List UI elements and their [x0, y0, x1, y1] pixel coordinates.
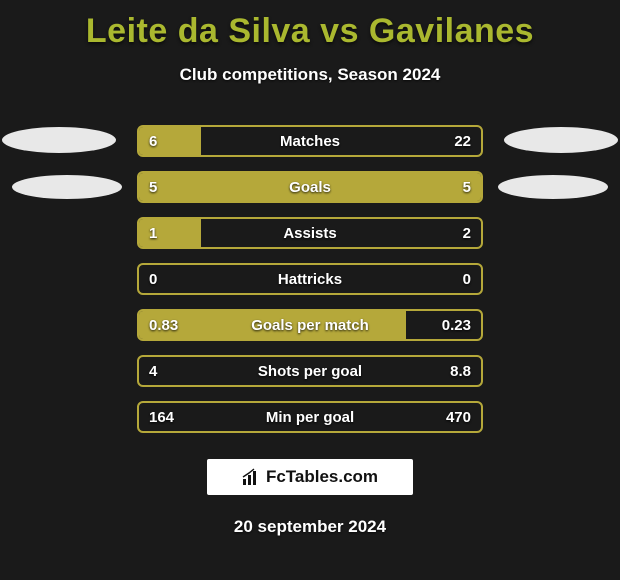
- player-right-base: [498, 175, 608, 199]
- stat-label: Hattricks: [139, 265, 481, 293]
- stat-value-right: 470: [436, 403, 481, 431]
- stat-value-right: 2: [453, 219, 481, 247]
- stat-value-right: 0.23: [432, 311, 481, 339]
- stat-value-left: 1: [139, 219, 167, 247]
- player-left-silhouette: [2, 127, 116, 153]
- comparison-stage: Matches6 22 Goals5 5 Assists1 2 Hattricks0 0 Goa…: [0, 125, 620, 433]
- stat-value-left: 0: [139, 265, 167, 293]
- stat-value-right: 8.8: [440, 357, 481, 385]
- logo-text: FcTables.com: [266, 467, 378, 487]
- footer-date: 20 september 2024: [0, 517, 620, 537]
- page-title: Leite da Silva vs Gavilanes: [0, 0, 620, 51]
- stat-bar: Goals per match0.83 0.23: [137, 309, 483, 341]
- stat-bar: Min per goal164 470: [137, 401, 483, 433]
- chart-icon: [242, 468, 260, 486]
- stat-value-right: 5: [453, 173, 481, 201]
- stat-value-right: 22: [444, 127, 481, 155]
- source-logo: FcTables.com: [207, 459, 413, 495]
- stat-value-left: 5: [139, 173, 167, 201]
- stat-label: Goals: [139, 173, 481, 201]
- stat-label: Min per goal: [139, 403, 481, 431]
- stat-value-right: 0: [453, 265, 481, 293]
- stat-bar: Hattricks0 0: [137, 263, 483, 295]
- stat-label: Assists: [139, 219, 481, 247]
- subtitle: Club competitions, Season 2024: [0, 65, 620, 85]
- stat-value-left: 0.83: [139, 311, 188, 339]
- stat-bars: Matches6 22 Goals5 5 Assists1 2 Hattricks0 0 Goa…: [137, 125, 483, 433]
- stat-value-left: 4: [139, 357, 167, 385]
- stat-label: Goals per match: [139, 311, 481, 339]
- player-right-silhouette: [504, 127, 618, 153]
- player-left-base: [12, 175, 122, 199]
- stat-label: Shots per goal: [139, 357, 481, 385]
- stat-bar: Assists1 2: [137, 217, 483, 249]
- stat-bar: Goals5 5: [137, 171, 483, 203]
- stat-bar: Matches6 22: [137, 125, 483, 157]
- stat-bar: Shots per goal4 8.8: [137, 355, 483, 387]
- stat-value-left: 164: [139, 403, 184, 431]
- stat-value-left: 6: [139, 127, 167, 155]
- stat-label: Matches: [139, 127, 481, 155]
